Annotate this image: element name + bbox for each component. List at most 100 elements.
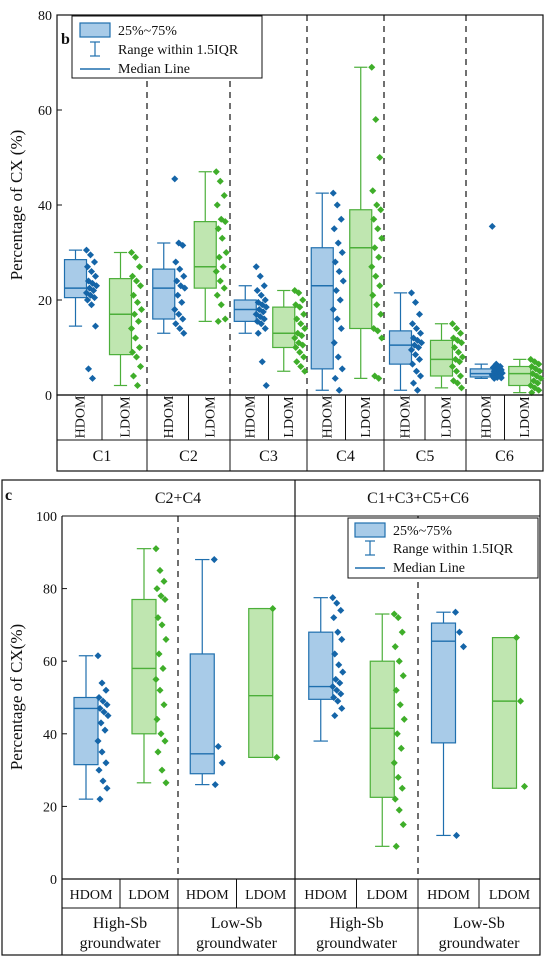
box-plot-ldom-5 bbox=[369, 610, 408, 850]
data-point bbox=[371, 244, 379, 252]
data-point bbox=[102, 686, 110, 694]
data-point bbox=[395, 806, 403, 814]
data-point bbox=[490, 374, 498, 382]
data-point bbox=[488, 222, 496, 230]
data-point bbox=[334, 353, 342, 361]
data-point bbox=[133, 381, 142, 390]
box-plot-hdom-4 bbox=[308, 594, 347, 742]
data-point bbox=[136, 362, 145, 371]
data-point bbox=[400, 715, 408, 723]
category-label: LDOM bbox=[282, 396, 297, 438]
data-point bbox=[261, 324, 269, 333]
group-label: C5 bbox=[416, 448, 435, 465]
data-point bbox=[102, 759, 110, 767]
data-point bbox=[398, 784, 406, 792]
data-point bbox=[259, 308, 267, 316]
category-label: LDOM bbox=[489, 888, 531, 903]
data-point bbox=[299, 296, 307, 304]
data-point bbox=[136, 282, 145, 290]
category-label: LDOM bbox=[128, 888, 170, 903]
panel-c-boxes bbox=[73, 545, 529, 850]
data-point bbox=[330, 339, 338, 347]
data-point bbox=[534, 379, 542, 387]
data-point bbox=[408, 360, 417, 368]
data-point bbox=[212, 168, 220, 176]
panel-b-table-frame bbox=[56, 394, 544, 472]
box-plot-hdom-10 bbox=[469, 222, 506, 382]
data-point bbox=[399, 672, 407, 680]
data-point bbox=[98, 679, 106, 687]
data-point bbox=[174, 291, 182, 299]
data-point bbox=[135, 343, 144, 352]
data-point bbox=[457, 384, 466, 392]
iqr-box bbox=[152, 268, 176, 320]
group-label-line-1: Low-Sb bbox=[211, 915, 263, 932]
data-point bbox=[535, 386, 543, 394]
data-point bbox=[334, 239, 342, 247]
panel-b: b Percentage of CX (%) 0 20 40 60 80 25%~75%… bbox=[7, 9, 545, 472]
data-point bbox=[260, 315, 268, 323]
legend-label-iqr: 25%~75% bbox=[393, 524, 452, 539]
data-point bbox=[299, 341, 307, 349]
data-point bbox=[407, 346, 416, 354]
iqr-box bbox=[369, 660, 395, 798]
data-point bbox=[181, 284, 189, 292]
box-plot-hdom-0 bbox=[63, 246, 101, 382]
data-point bbox=[372, 115, 380, 124]
data-point bbox=[94, 737, 102, 745]
data-point bbox=[180, 272, 188, 280]
data-point bbox=[154, 748, 162, 756]
data-point bbox=[91, 322, 100, 330]
data-point bbox=[329, 683, 337, 691]
data-point bbox=[329, 189, 337, 197]
data-point bbox=[368, 63, 376, 71]
legend-label-median: Median Line bbox=[118, 62, 190, 77]
data-point bbox=[408, 320, 417, 328]
data-point bbox=[221, 218, 229, 226]
data-point bbox=[160, 577, 168, 585]
panel-c-category-table: High-Sb groundwater HDOM LDOM Low-Sb groundwa… bbox=[62, 879, 540, 955]
data-point bbox=[332, 675, 340, 683]
data-point bbox=[180, 329, 188, 337]
data-point bbox=[262, 303, 270, 311]
data-point bbox=[455, 628, 464, 636]
data-point bbox=[333, 201, 341, 209]
y-tick-label: 20 bbox=[43, 800, 57, 815]
data-point bbox=[300, 353, 308, 361]
data-point bbox=[260, 282, 268, 290]
box-plot-hdom-6 bbox=[430, 608, 468, 839]
data-point bbox=[329, 594, 337, 602]
legend-box-swatch bbox=[79, 22, 111, 38]
data-point bbox=[336, 679, 344, 687]
y-tick-label: 0 bbox=[50, 873, 57, 888]
data-point bbox=[160, 701, 168, 709]
iqr-box bbox=[429, 339, 454, 377]
data-point bbox=[157, 730, 165, 738]
data-point bbox=[219, 263, 227, 271]
data-point bbox=[132, 277, 141, 285]
box-plot-ldom-1 bbox=[108, 248, 146, 390]
data-point bbox=[332, 286, 340, 295]
legend-label-range: Range within 1.5IQR bbox=[118, 43, 239, 58]
data-point bbox=[378, 334, 386, 342]
data-point bbox=[394, 614, 402, 622]
data-point bbox=[218, 234, 226, 242]
data-point bbox=[87, 267, 96, 276]
category-label: HDOM bbox=[70, 888, 113, 903]
data-point bbox=[158, 621, 166, 629]
panel-b-y-ticks: 0 20 40 60 80 bbox=[38, 9, 62, 404]
iqr-box bbox=[308, 631, 334, 700]
data-point bbox=[211, 781, 219, 789]
data-point bbox=[162, 635, 170, 643]
data-point bbox=[214, 742, 222, 751]
legend-label-iqr: 25%~75% bbox=[118, 24, 177, 39]
data-point bbox=[293, 315, 301, 323]
data-point bbox=[330, 225, 338, 233]
data-point bbox=[456, 372, 465, 380]
data-point bbox=[375, 253, 383, 261]
data-point bbox=[374, 225, 382, 233]
panel-b-y-axis-label: Percentage of CX (%) bbox=[7, 130, 26, 281]
data-point bbox=[292, 343, 300, 352]
data-point bbox=[415, 355, 424, 363]
